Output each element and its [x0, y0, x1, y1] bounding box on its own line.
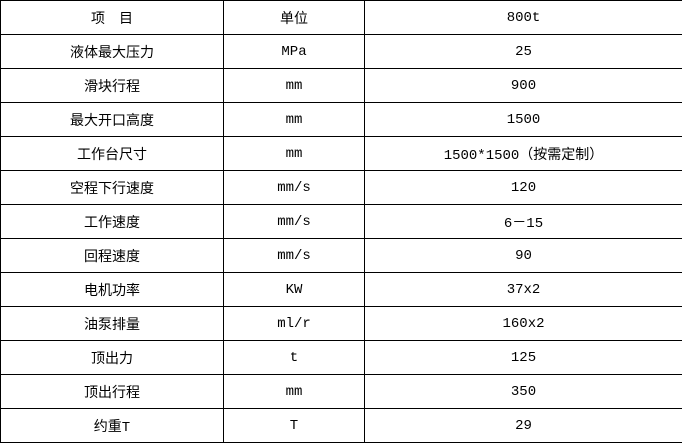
value-cell: 350 — [365, 375, 682, 409]
unit-cell: MPa — [224, 35, 365, 69]
item-cell: 顶出行程 — [1, 375, 224, 409]
value-cell: 125 — [365, 341, 682, 375]
value-cell: 29 — [365, 409, 682, 443]
header-row: 项 目 单位 800t — [1, 1, 682, 35]
table-row: 液体最大压力 MPa 25 — [1, 35, 682, 69]
unit-cell: mm — [224, 103, 365, 137]
table-row: 约重T T 29 — [1, 409, 682, 443]
header-model: 800t — [365, 1, 682, 35]
unit-cell: mm/s — [224, 239, 365, 273]
item-cell: 工作速度 — [1, 205, 224, 239]
table-row: 顶出力 t 125 — [1, 341, 682, 375]
value-cell: 90 — [365, 239, 682, 273]
unit-cell: T — [224, 409, 365, 443]
value-cell: 900 — [365, 69, 682, 103]
header-unit: 单位 — [224, 1, 365, 35]
unit-cell: mm — [224, 69, 365, 103]
item-cell: 空程下行速度 — [1, 171, 224, 205]
header-item: 项 目 — [1, 1, 224, 35]
table-row: 最大开口高度 mm 1500 — [1, 103, 682, 137]
table-row: 滑块行程 mm 900 — [1, 69, 682, 103]
unit-cell: mm — [224, 137, 365, 171]
item-cell: 约重T — [1, 409, 224, 443]
value-cell: 1500*1500（按需定制） — [365, 137, 682, 171]
table-row: 电机功率 KW 37x2 — [1, 273, 682, 307]
value-cell: 120 — [365, 171, 682, 205]
item-cell: 最大开口高度 — [1, 103, 224, 137]
table-row: 回程速度 mm/s 90 — [1, 239, 682, 273]
table-body: 液体最大压力 MPa 25 滑块行程 mm 900 最大开口高度 mm 1500… — [1, 35, 682, 443]
table-row: 顶出行程 mm 350 — [1, 375, 682, 409]
item-cell: 工作台尺寸 — [1, 137, 224, 171]
value-cell: 6－15 — [365, 205, 682, 239]
value-cell: 1500 — [365, 103, 682, 137]
item-cell: 滑块行程 — [1, 69, 224, 103]
item-cell: 回程速度 — [1, 239, 224, 273]
unit-cell: ml/r — [224, 307, 365, 341]
item-cell: 顶出力 — [1, 341, 224, 375]
unit-cell: KW — [224, 273, 365, 307]
unit-cell: t — [224, 341, 365, 375]
unit-cell: mm/s — [224, 171, 365, 205]
value-cell: 160x2 — [365, 307, 682, 341]
table-row: 油泵排量 ml/r 160x2 — [1, 307, 682, 341]
item-cell: 液体最大压力 — [1, 35, 224, 69]
table-row: 工作台尺寸 mm 1500*1500（按需定制） — [1, 137, 682, 171]
unit-cell: mm/s — [224, 205, 365, 239]
value-cell: 25 — [365, 35, 682, 69]
table-row: 工作速度 mm/s 6－15 — [1, 205, 682, 239]
table-row: 空程下行速度 mm/s 120 — [1, 171, 682, 205]
item-cell: 电机功率 — [1, 273, 224, 307]
value-cell: 37x2 — [365, 273, 682, 307]
unit-cell: mm — [224, 375, 365, 409]
item-cell: 油泵排量 — [1, 307, 224, 341]
